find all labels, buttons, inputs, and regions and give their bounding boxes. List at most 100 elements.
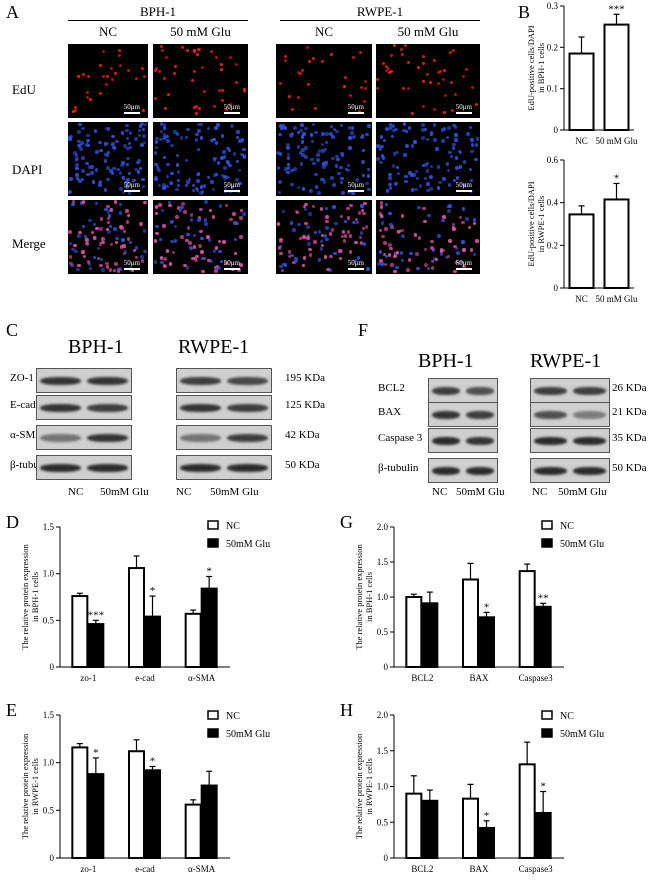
nucleus bbox=[118, 202, 123, 207]
nucleus bbox=[309, 189, 313, 193]
nucleus bbox=[122, 251, 127, 256]
nucleus bbox=[417, 236, 422, 240]
blot-strip bbox=[428, 402, 498, 427]
nucleus bbox=[425, 137, 430, 142]
nucleus bbox=[304, 146, 308, 150]
bar bbox=[534, 605, 552, 669]
nucleus bbox=[423, 247, 428, 252]
nucleus bbox=[85, 241, 89, 246]
scale-bar: 50μm bbox=[224, 103, 240, 114]
row-label-edu: EdU bbox=[12, 82, 36, 97]
nucleus bbox=[126, 237, 131, 241]
nucleus bbox=[454, 133, 458, 137]
nucleus bbox=[447, 183, 452, 187]
nucleus bbox=[165, 134, 169, 139]
nucleus bbox=[316, 158, 320, 162]
nucleus bbox=[125, 123, 129, 128]
nucleus bbox=[242, 154, 246, 158]
nucleus bbox=[213, 104, 217, 108]
nucleus bbox=[230, 185, 235, 190]
lane-label: 50mM Glu bbox=[210, 486, 259, 498]
nucleus bbox=[412, 173, 417, 177]
protein-label: β-tubulin bbox=[378, 462, 419, 474]
nucleus bbox=[405, 144, 409, 148]
nucleus bbox=[319, 247, 324, 251]
scale-bar: 50μm bbox=[124, 103, 140, 114]
group-label-bph1: BPH-1 bbox=[139, 4, 177, 19]
nucleus bbox=[346, 163, 351, 168]
blot-band bbox=[87, 433, 128, 442]
nucleus bbox=[159, 129, 164, 134]
nucleus bbox=[221, 88, 224, 92]
nucleus bbox=[340, 153, 345, 157]
nucleus bbox=[112, 145, 116, 150]
nucleus bbox=[155, 136, 159, 141]
nucleus bbox=[475, 103, 479, 107]
nucleus bbox=[209, 50, 213, 54]
nucleus bbox=[127, 171, 132, 176]
col-label-glu-bph1: 50 mM Glu bbox=[170, 24, 231, 39]
blot-band bbox=[534, 466, 567, 475]
nucleus bbox=[106, 220, 111, 225]
kda-label: 42 KDa bbox=[285, 429, 320, 441]
nucleus bbox=[387, 66, 391, 70]
nucleus bbox=[136, 160, 140, 165]
nucleus bbox=[81, 169, 85, 173]
nucleus bbox=[324, 140, 329, 145]
nucleus bbox=[321, 132, 325, 136]
nucleus bbox=[287, 94, 291, 98]
nucleus bbox=[88, 97, 92, 101]
nucleus bbox=[339, 123, 344, 128]
nucleus bbox=[302, 132, 306, 136]
nucleus bbox=[103, 152, 108, 157]
bar bbox=[87, 623, 105, 668]
nucleus bbox=[122, 229, 127, 234]
y-axis-label: EdU-positive cells/DAPIin RWPE-1 cells bbox=[526, 181, 546, 266]
nucleus bbox=[198, 207, 203, 212]
nucleus bbox=[185, 266, 190, 270]
nucleus bbox=[195, 254, 199, 259]
nucleus bbox=[128, 240, 133, 245]
scale-bar-line bbox=[123, 112, 140, 114]
nucleus bbox=[228, 55, 232, 59]
nucleus bbox=[421, 163, 426, 168]
nucleus bbox=[92, 236, 97, 240]
nucleus bbox=[376, 144, 380, 148]
nucleus bbox=[454, 92, 457, 96]
nucleus bbox=[331, 156, 335, 161]
nucleus bbox=[354, 240, 358, 245]
nucleus bbox=[214, 141, 219, 145]
nucleus bbox=[81, 224, 86, 229]
nucleus bbox=[344, 75, 348, 79]
nucleus bbox=[76, 267, 80, 272]
nucleus bbox=[238, 139, 242, 143]
x-tick-label: BAX bbox=[469, 673, 489, 683]
legend-swatch bbox=[541, 728, 553, 738]
micrograph-dapi-2: 50μm bbox=[276, 122, 372, 196]
nucleus bbox=[165, 55, 169, 59]
nucleus bbox=[171, 250, 176, 255]
x-tick-label: 50 mM Glu bbox=[595, 136, 638, 146]
nucleus bbox=[170, 171, 174, 176]
panel-letter-b: B bbox=[518, 2, 531, 22]
bar bbox=[184, 803, 202, 859]
nucleus bbox=[362, 211, 366, 216]
nucleus bbox=[317, 230, 322, 234]
nucleus bbox=[435, 147, 439, 151]
y-axis-label: The relative protein expressionin RWPE-1… bbox=[354, 733, 374, 839]
nucleus bbox=[429, 132, 434, 136]
nucleus bbox=[448, 239, 452, 243]
row-label-dapi: DAPI bbox=[12, 162, 43, 177]
scale-bar: 50μm bbox=[348, 259, 364, 270]
nucleus bbox=[142, 75, 146, 79]
nucleus bbox=[304, 155, 308, 159]
nucleus bbox=[200, 256, 205, 261]
nucleus bbox=[355, 178, 359, 182]
nucleus bbox=[199, 122, 203, 127]
y-tick-label: 1.0 bbox=[377, 782, 389, 792]
nucleus bbox=[294, 257, 298, 261]
nucleus bbox=[389, 222, 393, 227]
nucleus bbox=[365, 181, 369, 186]
nucleus bbox=[360, 204, 364, 208]
col-label-nc-rwpe1: NC bbox=[314, 24, 334, 39]
